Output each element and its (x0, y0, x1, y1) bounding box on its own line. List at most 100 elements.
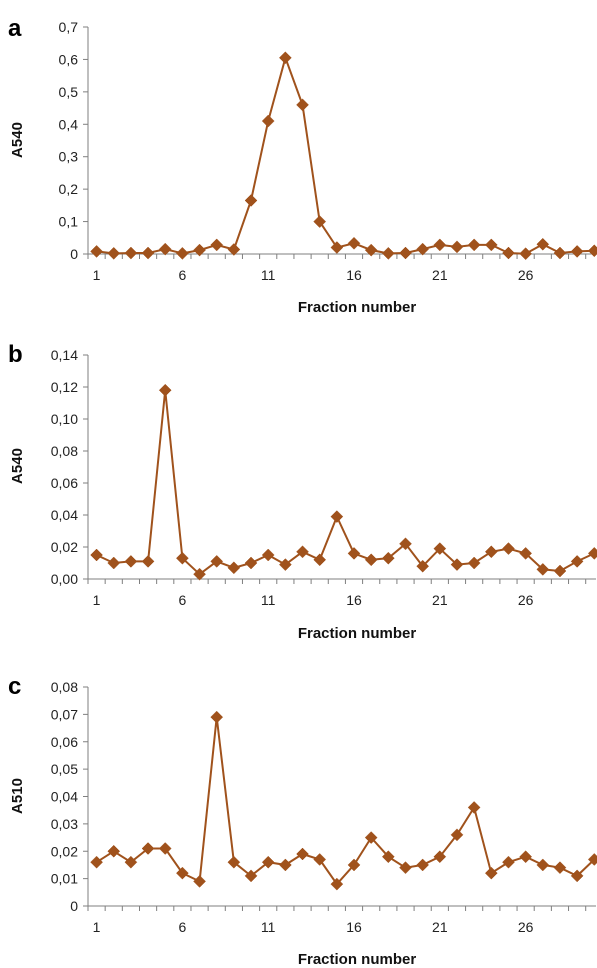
x-tick-label: 26 (518, 919, 534, 935)
y-tick-label: 0,5 (59, 84, 79, 100)
data-point (262, 115, 274, 127)
series-line (97, 58, 595, 254)
y-tick-label: 0,06 (51, 734, 78, 750)
x-tick-label: 1 (93, 267, 101, 283)
data-point (108, 247, 120, 259)
data-point (400, 862, 412, 874)
data-point (554, 565, 566, 577)
data-point (108, 557, 120, 569)
data-point (211, 239, 223, 251)
data-point (571, 555, 583, 567)
data-point (588, 245, 597, 257)
data-point (297, 848, 309, 860)
y-tick-label: 0 (70, 246, 78, 262)
y-tick-label: 0,3 (59, 149, 79, 165)
data-point (468, 801, 480, 813)
data-point (365, 554, 377, 566)
y-tick-label: 0,05 (51, 761, 78, 777)
data-point (468, 557, 480, 569)
series-line (97, 390, 595, 574)
data-point (520, 851, 532, 863)
data-point (400, 247, 412, 259)
x-axis-label: Fraction number (298, 625, 417, 642)
x-tick-label: 6 (178, 592, 186, 608)
data-point (228, 562, 240, 574)
data-point (159, 384, 171, 396)
y-tick-label: 0,01 (51, 871, 78, 887)
data-point (245, 557, 257, 569)
data-point (485, 546, 497, 558)
x-tick-label: 16 (346, 919, 362, 935)
data-point (485, 867, 497, 879)
x-tick-label: 21 (432, 592, 448, 608)
data-point (502, 856, 514, 868)
data-point (451, 241, 463, 253)
data-point (142, 555, 154, 567)
data-point (348, 237, 360, 249)
x-tick-label: 26 (518, 267, 534, 283)
data-point (520, 248, 532, 260)
data-point (554, 862, 566, 874)
data-point (314, 216, 326, 228)
y-tick-label: 0,06 (51, 475, 78, 491)
y-tick-label: 0,03 (51, 816, 78, 832)
x-axis-label: Fraction number (298, 951, 417, 968)
data-point (176, 867, 188, 879)
y-tick-label: 0,7 (59, 19, 79, 35)
panel-label-a: a (8, 15, 22, 42)
data-point (468, 239, 480, 251)
data-point (108, 845, 120, 857)
data-point (331, 242, 343, 254)
y-tick-label: 0,08 (51, 443, 78, 459)
data-point (554, 247, 566, 259)
x-tick-label: 26 (518, 592, 534, 608)
y-axis-label: A540 (9, 122, 26, 158)
data-point (434, 239, 446, 251)
x-tick-label: 11 (261, 592, 276, 608)
x-tick-label: 1 (93, 592, 101, 608)
data-point (159, 843, 171, 855)
data-point (588, 547, 597, 559)
x-tick-label: 6 (178, 267, 186, 283)
data-point (348, 547, 360, 559)
y-tick-label: 0,00 (51, 571, 78, 587)
data-point (331, 511, 343, 523)
x-tick-label: 1 (93, 919, 101, 935)
data-point (297, 99, 309, 111)
data-point (502, 543, 514, 555)
data-point (211, 711, 223, 723)
y-tick-label: 0,02 (51, 843, 78, 859)
y-tick-label: 0,4 (59, 116, 79, 132)
y-tick-label: 0,2 (59, 181, 79, 197)
y-tick-label: 0,08 (51, 679, 78, 695)
data-point (142, 247, 154, 259)
data-point (417, 243, 429, 255)
data-point (262, 549, 274, 561)
data-point (485, 239, 497, 251)
x-tick-label: 11 (261, 919, 276, 935)
x-tick-label: 11 (261, 267, 276, 283)
data-point (125, 247, 137, 259)
x-tick-label: 21 (432, 919, 448, 935)
y-tick-label: 0,1 (59, 214, 79, 230)
data-point (176, 247, 188, 259)
y-tick-label: 0,07 (51, 706, 78, 722)
y-tick-label: 0,02 (51, 539, 78, 555)
data-point (91, 549, 103, 561)
y-axis-label: A510 (9, 778, 26, 814)
y-tick-label: 0 (70, 898, 78, 914)
series-line (97, 717, 595, 884)
data-point (279, 859, 291, 871)
x-axis-label: Fraction number (298, 299, 417, 316)
x-tick-label: 6 (178, 919, 186, 935)
y-tick-label: 0,14 (51, 347, 78, 363)
panel-label-b: b (8, 341, 23, 368)
data-point (537, 238, 549, 250)
x-tick-label: 21 (432, 267, 448, 283)
y-axis-label: A540 (9, 448, 26, 484)
data-point (382, 247, 394, 259)
y-tick-label: 0,12 (51, 379, 78, 395)
data-point (571, 245, 583, 257)
